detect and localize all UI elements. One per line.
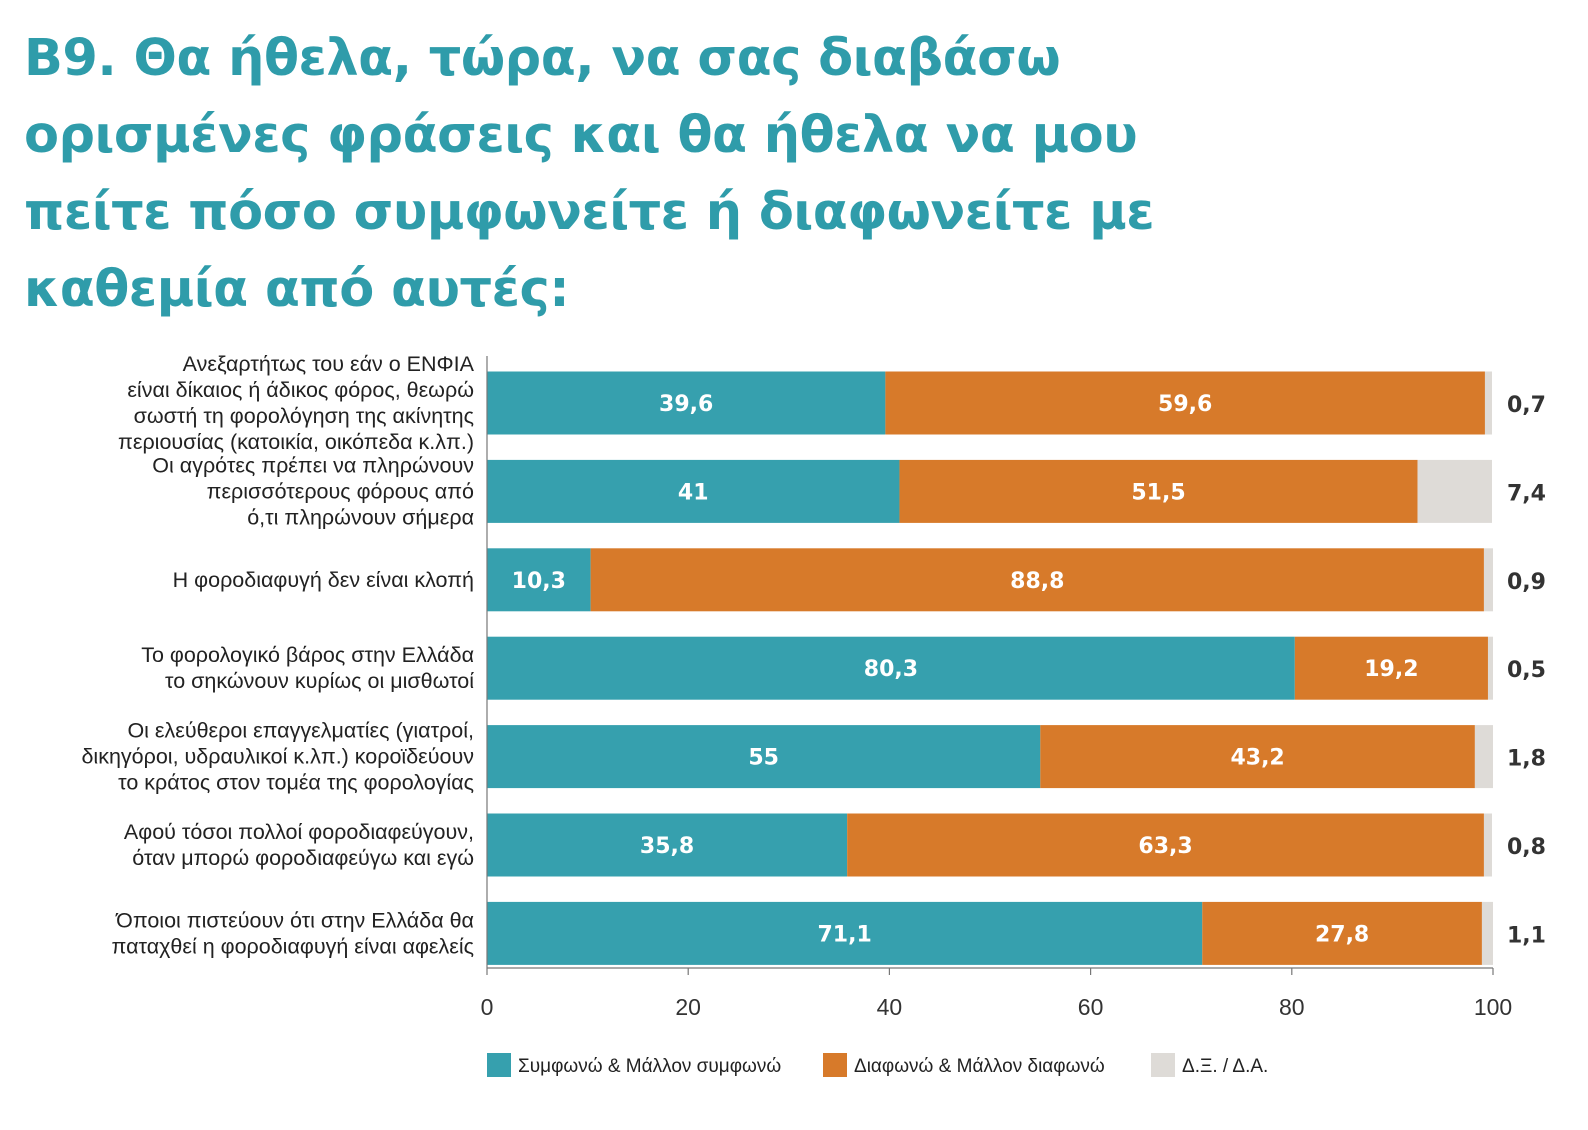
category-label: σωστή τη φορολόγηση της ακίνητης	[134, 404, 474, 428]
legend-swatch	[487, 1053, 511, 1077]
category-label: όταν μπορώ φοροδιαφεύγω και εγώ	[132, 846, 474, 870]
bar-segment-disagree	[847, 813, 1484, 877]
dk-value-label: 0,5	[1507, 658, 1546, 683]
category-label: Αφού τόσοι πολλοί φοροδιαφεύγουν,	[124, 820, 474, 844]
x-tick-label: 80	[1279, 994, 1305, 1020]
legend-swatch	[823, 1053, 847, 1077]
category-label: Ανεξαρτήτως του εάν ο ΕΝΦΙΑ	[183, 352, 475, 376]
category-label: περιουσίας (κατοικία, οικόπεδα κ.λπ.)	[118, 430, 474, 454]
category-label: δικηγόροι, υδραυλικοί κ.λπ.) κοροϊδεύουν	[81, 745, 474, 769]
x-tick-label: 0	[481, 994, 494, 1020]
category-label: Το φορολογικό βάρος στην Ελλάδα	[141, 643, 474, 667]
bar-value-label: 80,3	[864, 657, 918, 682]
dk-value-label: 1,8	[1507, 747, 1546, 772]
x-tick-label: 40	[877, 994, 903, 1020]
category-label: ό,τι πληρώνουν σήμερα	[247, 505, 474, 529]
bar-segment-agree	[487, 548, 591, 612]
legend-label: Διαφωνώ & Μάλλον διαφωνώ	[854, 1056, 1105, 1077]
title-line-3: πείτε πόσο συμφωνείτε ή διαφωνείτε με	[24, 183, 1155, 242]
bar-segment-disagree	[1294, 636, 1488, 700]
category-label: Η φοροδιαφυγή δεν είναι κλοπή	[173, 568, 474, 592]
bar-segment-dk	[1474, 725, 1493, 789]
category-label: παταχθεί η φοροδιαφυγή είναι αφελείς	[112, 934, 474, 958]
dk-value-label: 0,9	[1507, 570, 1546, 595]
category-label: το σηκώνουν κυρίως οι μισθωτοί	[165, 669, 474, 693]
bar-segment-agree	[487, 725, 1041, 789]
category-label: είναι δίκαιος ή άδικος φόρος, θεωρώ	[127, 378, 474, 402]
bar-segment-dk	[1484, 371, 1492, 435]
bar-segment-agree	[487, 901, 1203, 965]
bar-segment-agree	[487, 371, 886, 435]
bar-value-label: 88,8	[1010, 569, 1064, 594]
x-tick-label: 100	[1474, 994, 1512, 1020]
bar-segment-disagree	[899, 459, 1418, 523]
bar-value-label: 19,2	[1364, 657, 1418, 682]
bar-segment-disagree	[1040, 725, 1475, 789]
category-label: Όποιοι πιστεύουν ότι στην Ελλάδα θα	[115, 908, 474, 932]
category-label: το κράτος στον τομέα της φορολογίας	[118, 771, 474, 795]
bar-segment-agree	[487, 636, 1295, 700]
bar-value-label: 71,1	[817, 922, 871, 947]
bar-value-label: 35,8	[640, 834, 694, 859]
category-label: Οι αγρότες πρέπει να πληρώνουν	[152, 453, 474, 477]
legend-label: Δ.Ξ. / Δ.Α.	[1182, 1056, 1268, 1077]
bar-value-label: 43,2	[1230, 746, 1284, 771]
dk-value-label: 7,4	[1507, 481, 1546, 506]
dk-value-label: 1,1	[1507, 923, 1546, 948]
bar-segment-disagree	[1202, 901, 1482, 965]
bar-value-label: 10,3	[512, 569, 566, 594]
bar-value-label: 39,6	[659, 392, 713, 417]
bar-value-label: 41	[678, 480, 709, 505]
title-line-4: καθεμία από αυτές:	[24, 260, 570, 319]
bar-segment-dk	[1487, 636, 1493, 700]
category-label: περισσότερους φόρους από	[207, 479, 474, 503]
bar-segment-dk	[1483, 813, 1492, 877]
x-tick-label: 20	[675, 994, 701, 1020]
bar-segment-dk	[1483, 548, 1493, 612]
dk-value-label: 0,8	[1507, 835, 1546, 860]
dk-value-label: 0,7	[1507, 393, 1546, 418]
bar-segment-dk	[1481, 901, 1493, 965]
bar-segment-disagree	[885, 371, 1485, 435]
bar-value-label: 63,3	[1138, 834, 1192, 859]
legend-label: Συμφωνώ & Μάλλον συμφωνώ	[518, 1056, 781, 1077]
title-line-1: B9. Θα ήθελα, τώρα, να σας διαβάσω	[24, 29, 1061, 88]
bar-segment-disagree	[590, 548, 1484, 612]
bar-segment-agree	[487, 459, 900, 523]
legend-swatch	[1151, 1053, 1175, 1077]
category-label: Οι ελεύθεροι επαγγελματίες (γιατροί,	[127, 719, 474, 743]
bar-value-label: 51,5	[1131, 480, 1185, 505]
bar-segment-dk	[1417, 459, 1492, 523]
bar-value-label: 55	[748, 746, 779, 771]
bar-value-label: 27,8	[1315, 922, 1369, 947]
bar-value-label: 59,6	[1158, 392, 1212, 417]
x-tick-label: 60	[1078, 994, 1104, 1020]
bar-segment-agree	[487, 813, 848, 877]
title-line-2: ορισμένες φράσεις και θα ήθελα να μου	[24, 106, 1138, 165]
chart-title: B9. Θα ήθελα, τώρα, να σας διαβάσω ορισμ…	[24, 20, 1564, 328]
